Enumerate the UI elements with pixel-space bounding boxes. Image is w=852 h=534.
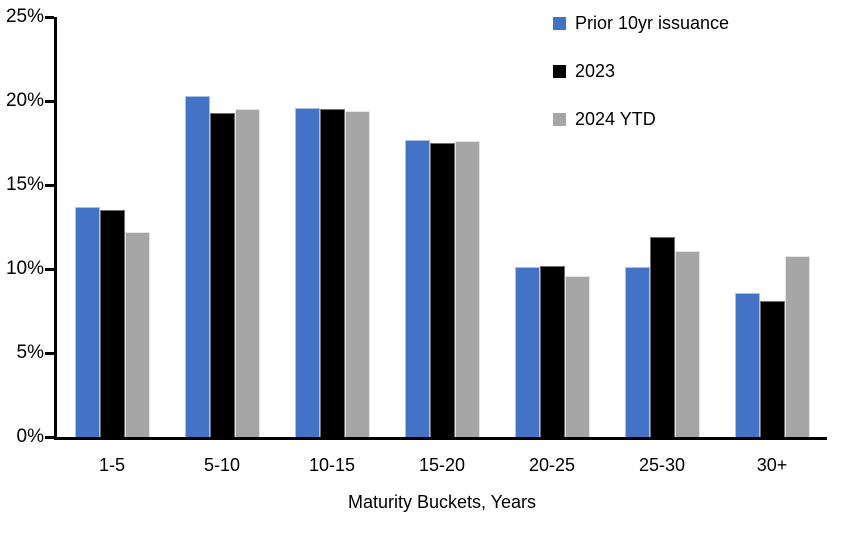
bar-prior-10yr-issuance-5-10 [184,95,210,437]
category-group-1-5 [57,17,167,437]
legend-item: Prior 10yr issuance [553,13,729,33]
plot-area [54,17,827,440]
bar-2024-ytd-5-10 [234,109,260,437]
y-axis-tick-label: 0% [16,426,44,447]
bar-2024-ytd-20-25 [564,275,590,437]
x-axis-category-label: 5-10 [203,455,241,475]
y-axis-tick [45,267,54,271]
bar-2023-30+ [759,300,785,437]
legend-label: 2024 YTD [575,109,656,129]
bar-2024-ytd-15-20 [454,141,480,437]
y-axis-tick-label: 5% [16,342,44,363]
category-group-20-25 [497,17,607,437]
bar-prior-10yr-issuance-25-30 [624,267,650,437]
category-group-10-15 [277,17,387,437]
legend-swatch-icon [553,64,566,78]
bar-2024-ytd-1-5 [124,232,150,437]
category-group-25-30 [607,17,717,437]
x-axis-category-label: 30+ [756,455,788,475]
x-axis-category-label: 20-25 [528,455,576,475]
bar-2023-20-25 [539,265,565,437]
x-axis-category-label: 10-15 [308,455,356,475]
bar-2024-ytd-10-15 [344,111,370,437]
bar-2024-ytd-30+ [784,255,810,437]
bar-2023-15-20 [429,143,455,437]
legend-swatch-icon [553,112,566,126]
x-axis-category-labels: 1-5 5-10 10-15 15-20 20-25 25-30 30+ [57,454,827,476]
x-axis-category-label: 25-30 [638,455,686,475]
bar-2023-1-5 [99,210,125,437]
bar-2024-ytd-25-30 [674,250,700,437]
legend-item: 2023 [553,61,729,81]
y-axis-tick [45,183,54,187]
legend-label: Prior 10yr issuance [575,13,730,33]
y-axis-tick-label: 10% [5,258,44,279]
x-axis-category-label: 15-20 [418,455,466,475]
bar-prior-10yr-issuance-1-5 [74,206,100,437]
category-group-30+ [717,17,827,437]
x-axis-title: Maturity Buckets, Years [347,492,537,512]
category-group-5-10 [167,17,277,437]
bar-2023-10-15 [319,109,345,437]
bar-2023-5-10 [209,112,235,437]
x-axis-category-label: 1-5 [98,455,125,475]
bar-prior-10yr-issuance-10-15 [294,107,320,437]
legend-swatch-icon [553,16,566,30]
category-group-15-20 [387,17,497,437]
y-axis-tick-label: 15% [5,174,44,195]
bar-prior-10yr-issuance-30+ [734,292,760,437]
bar-prior-10yr-issuance-20-25 [514,267,540,437]
y-axis-tick [45,351,54,355]
bar-2023-25-30 [649,237,675,437]
y-axis-tick [45,99,54,103]
bar-prior-10yr-issuance-15-20 [404,139,430,437]
y-axis-tick-label: 20% [5,90,44,111]
legend: Prior 10yr issuance 2023 2024 YTD [553,13,729,129]
y-axis-tick [45,435,54,439]
legend-item: 2024 YTD [553,109,729,129]
legend-label: 2023 [575,61,616,81]
y-axis-tick [45,15,54,19]
y-axis-tick-label: 25% [5,6,44,27]
